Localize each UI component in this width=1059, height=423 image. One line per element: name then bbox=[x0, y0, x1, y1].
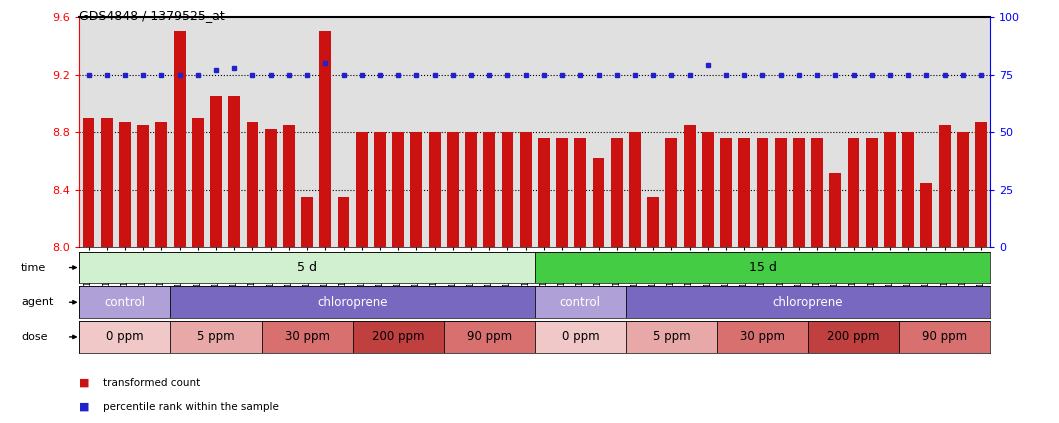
Bar bbox=[119, 122, 131, 247]
Text: 90 ppm: 90 ppm bbox=[922, 330, 967, 343]
Bar bbox=[538, 138, 550, 247]
Bar bbox=[535, 286, 626, 318]
Text: control: control bbox=[105, 296, 145, 309]
Text: 5 d: 5 d bbox=[298, 261, 317, 274]
Bar bbox=[574, 138, 587, 247]
Text: agent: agent bbox=[21, 297, 54, 307]
Bar bbox=[647, 197, 659, 247]
Bar bbox=[720, 138, 732, 247]
Bar bbox=[283, 125, 294, 247]
Bar bbox=[775, 138, 787, 247]
Bar bbox=[520, 132, 532, 247]
Bar bbox=[229, 96, 240, 247]
Bar bbox=[884, 132, 896, 247]
Bar bbox=[79, 321, 170, 353]
Bar bbox=[192, 118, 203, 247]
Bar bbox=[717, 321, 808, 353]
Bar bbox=[265, 129, 276, 247]
Bar bbox=[535, 321, 626, 353]
Text: percentile rank within the sample: percentile rank within the sample bbox=[103, 402, 279, 412]
Bar bbox=[626, 286, 990, 318]
Text: control: control bbox=[560, 296, 600, 309]
Bar bbox=[447, 132, 459, 247]
Text: 90 ppm: 90 ppm bbox=[467, 330, 511, 343]
Bar bbox=[975, 122, 987, 247]
Bar bbox=[356, 132, 367, 247]
Bar bbox=[353, 321, 444, 353]
Bar bbox=[593, 158, 605, 247]
Bar bbox=[262, 321, 353, 353]
Text: 30 ppm: 30 ppm bbox=[285, 330, 329, 343]
Bar bbox=[374, 132, 385, 247]
Bar bbox=[429, 132, 441, 247]
Bar bbox=[629, 132, 641, 247]
Text: 5 ppm: 5 ppm bbox=[652, 330, 690, 343]
Bar bbox=[902, 132, 914, 247]
Bar bbox=[101, 118, 112, 247]
Bar bbox=[79, 252, 535, 283]
Bar bbox=[920, 183, 932, 247]
Bar bbox=[392, 132, 405, 247]
Bar bbox=[866, 138, 878, 247]
Bar bbox=[170, 286, 535, 318]
Bar bbox=[83, 118, 94, 247]
Text: 30 ppm: 30 ppm bbox=[740, 330, 785, 343]
Bar bbox=[174, 31, 185, 247]
Text: GDS4848 / 1379525_at: GDS4848 / 1379525_at bbox=[79, 9, 226, 22]
Bar bbox=[811, 138, 823, 247]
Text: time: time bbox=[21, 263, 47, 272]
Bar bbox=[247, 122, 258, 247]
Bar bbox=[465, 132, 477, 247]
Text: chloroprene: chloroprene bbox=[773, 296, 843, 309]
Bar bbox=[847, 138, 860, 247]
Text: 5 ppm: 5 ppm bbox=[197, 330, 235, 343]
Bar bbox=[829, 173, 841, 247]
Bar bbox=[808, 321, 899, 353]
Text: 200 ppm: 200 ppm bbox=[827, 330, 880, 343]
Text: 15 d: 15 d bbox=[749, 261, 776, 274]
Bar bbox=[793, 138, 805, 247]
Text: ■: ■ bbox=[79, 402, 90, 412]
Text: ■: ■ bbox=[79, 378, 90, 388]
Bar bbox=[502, 132, 514, 247]
Bar bbox=[957, 132, 969, 247]
Bar bbox=[702, 132, 714, 247]
Text: 200 ppm: 200 ppm bbox=[372, 330, 425, 343]
Bar bbox=[756, 138, 769, 247]
Text: transformed count: transformed count bbox=[103, 378, 200, 388]
Bar bbox=[483, 132, 496, 247]
Bar bbox=[626, 321, 717, 353]
Bar bbox=[138, 125, 149, 247]
Bar bbox=[338, 197, 349, 247]
Bar bbox=[79, 286, 170, 318]
Bar bbox=[899, 321, 990, 353]
Bar bbox=[411, 132, 423, 247]
Bar bbox=[156, 122, 167, 247]
Bar bbox=[556, 138, 568, 247]
Bar bbox=[444, 321, 535, 353]
Bar bbox=[301, 197, 313, 247]
Bar bbox=[684, 125, 696, 247]
Bar bbox=[611, 138, 623, 247]
Bar bbox=[738, 138, 750, 247]
Text: chloroprene: chloroprene bbox=[318, 296, 388, 309]
Bar bbox=[938, 125, 951, 247]
Text: 0 ppm: 0 ppm bbox=[561, 330, 599, 343]
Text: dose: dose bbox=[21, 332, 48, 342]
Bar bbox=[320, 31, 331, 247]
Bar bbox=[210, 96, 222, 247]
Text: 0 ppm: 0 ppm bbox=[106, 330, 144, 343]
Bar bbox=[535, 252, 990, 283]
Bar bbox=[170, 321, 262, 353]
Bar bbox=[665, 138, 678, 247]
